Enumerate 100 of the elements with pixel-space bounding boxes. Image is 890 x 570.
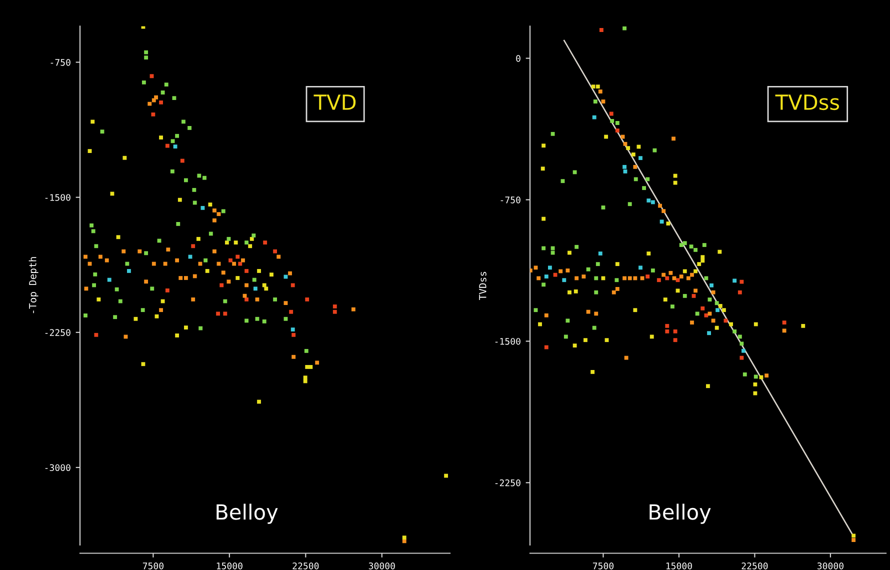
point [711, 318, 716, 323]
point [273, 249, 278, 254]
point [94, 332, 98, 337]
point [626, 146, 630, 150]
point [100, 130, 104, 134]
point [216, 212, 221, 216]
point [646, 252, 651, 256]
point [724, 318, 728, 323]
point [594, 276, 598, 280]
point [154, 95, 158, 100]
point [241, 258, 245, 262]
point [166, 248, 170, 252]
point [682, 294, 687, 298]
point [662, 272, 666, 277]
point [633, 308, 638, 312]
point [224, 240, 229, 244]
point [764, 374, 769, 378]
point [742, 348, 746, 353]
point [694, 288, 698, 293]
point [138, 249, 142, 254]
point [534, 308, 538, 312]
point [615, 287, 620, 291]
point [351, 307, 356, 312]
point [208, 232, 213, 236]
point [290, 328, 295, 332]
x-tick-label: 22500 [292, 562, 319, 570]
point [742, 372, 747, 376]
point [542, 246, 546, 250]
point [544, 274, 548, 278]
point [660, 220, 664, 224]
point [150, 74, 154, 78]
x-tick-label: 22500 [742, 562, 768, 570]
point [255, 316, 260, 321]
point [574, 244, 579, 249]
point [732, 329, 737, 334]
point [234, 240, 238, 244]
point [550, 132, 555, 136]
point [612, 290, 616, 294]
point [604, 134, 608, 139]
point [673, 329, 678, 334]
point [740, 342, 744, 346]
point [226, 280, 231, 284]
point [159, 308, 163, 312]
annotation: Belloy [216, 504, 278, 524]
point [593, 100, 598, 104]
point [159, 100, 163, 104]
point [542, 216, 546, 221]
point [444, 474, 448, 478]
point [284, 316, 288, 321]
point [702, 243, 706, 247]
y-tick-label: -2250 [495, 479, 520, 486]
point [248, 244, 252, 248]
x-tick-label: 15000 [216, 562, 242, 570]
point [676, 278, 680, 282]
point [609, 112, 614, 116]
point [599, 28, 604, 32]
point [107, 278, 112, 282]
point [242, 294, 247, 298]
point [550, 246, 555, 250]
point [682, 269, 687, 274]
point [694, 269, 698, 274]
point [170, 169, 174, 174]
point [308, 365, 313, 369]
point [714, 301, 719, 306]
point [852, 534, 856, 538]
point [732, 278, 737, 283]
point [646, 274, 650, 278]
point [697, 262, 702, 266]
point [560, 179, 565, 184]
point [586, 310, 590, 314]
point [662, 209, 666, 214]
point [196, 236, 200, 241]
point [592, 326, 596, 330]
point [663, 298, 668, 302]
point [710, 283, 714, 288]
point [116, 235, 120, 240]
point [711, 290, 716, 294]
point [572, 344, 577, 348]
point [740, 280, 744, 284]
point [197, 174, 202, 178]
point [223, 312, 228, 316]
point [738, 290, 742, 294]
point [173, 144, 178, 148]
point [176, 222, 180, 226]
y-tick-label: -3000 [45, 464, 70, 472]
point [700, 306, 705, 310]
point [253, 286, 258, 291]
point [650, 268, 655, 272]
point [304, 348, 308, 353]
point [226, 236, 231, 241]
point [244, 283, 249, 288]
point [753, 391, 758, 396]
point [263, 240, 268, 244]
point [92, 283, 96, 288]
point [542, 282, 546, 287]
point [634, 177, 638, 182]
point [216, 312, 220, 316]
point [538, 322, 542, 326]
point [221, 209, 226, 214]
point [90, 223, 94, 228]
